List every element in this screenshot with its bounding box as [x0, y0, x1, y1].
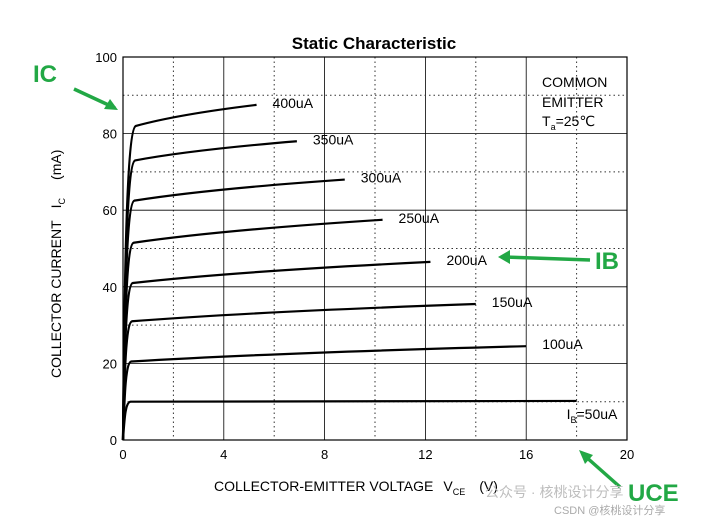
x-tick-label: 16	[519, 447, 533, 462]
condition-note: COMMON EMITTER Ta=25℃	[542, 74, 607, 132]
curve-label: 100uA	[542, 336, 583, 352]
curve-ib-5	[121, 218, 383, 441]
y-tick-label: 40	[103, 280, 117, 295]
curve-label: 300uA	[361, 170, 402, 186]
ib-arrowhead	[498, 250, 510, 264]
annotations: IC IB UCE	[33, 61, 679, 507]
curve-label: 400uA	[273, 95, 314, 111]
x-tick-label: 12	[418, 447, 432, 462]
chart-title: Static Characteristic	[292, 34, 456, 53]
y-axis-unit: (mA)	[48, 150, 64, 180]
curve-label: 200uA	[446, 252, 487, 268]
watermark-line-1: 公众号 · 核桃设计分享	[485, 484, 623, 500]
y-tick-labels: 0 20 40 60 80 100	[95, 50, 117, 448]
curve-label: 250uA	[399, 210, 440, 226]
uce-arrowhead	[579, 450, 593, 464]
x-axis-subscript: CE	[453, 487, 466, 497]
plot-frame	[122, 56, 628, 441]
y-axis-label: COLLECTOR CURRENT	[48, 220, 64, 378]
watermark-line-2: CSDN @核桃设计分享	[554, 503, 665, 517]
curve-ib-1	[121, 399, 577, 441]
curve-labels: IB=50uA 100uA 150uA 200uA 250uA 300uA 350uA 400…	[273, 95, 618, 425]
x-tick-label: 20	[620, 447, 634, 462]
y-tick-label: 0	[110, 433, 117, 448]
x-tick-label: 0	[119, 447, 126, 462]
curve-ib-3	[121, 302, 476, 441]
x-tick-label: 8	[321, 447, 328, 462]
curve-ib-8	[121, 103, 257, 441]
ic-annotation: IC	[33, 61, 57, 88]
x-axis-unit: (V)	[479, 478, 498, 494]
y-axis-title: COLLECTOR CURRENT IC (mA)	[48, 150, 67, 378]
y-tick-label: 80	[103, 127, 117, 142]
x-tick-labels: 0 4 8 12 16 20	[119, 447, 634, 462]
note-rest: =25℃	[556, 113, 595, 129]
ic-arrowhead	[104, 99, 118, 110]
grid	[123, 57, 627, 440]
curve-label: 350uA	[313, 131, 354, 147]
note-line-2: EMITTER	[542, 94, 603, 110]
note-sub: a	[551, 122, 556, 132]
x-tick-label: 4	[220, 447, 227, 462]
x-axis-label: COLLECTOR-EMITTER VOLTAGE	[214, 478, 433, 494]
x-axis-title: COLLECTOR-EMITTER VOLTAGE VCE (V)	[214, 478, 498, 497]
ib-arrow	[505, 255, 591, 262]
y-tick-label: 20	[103, 356, 117, 371]
uce-arrow	[583, 454, 622, 489]
uce-annotation: UCE	[628, 480, 679, 507]
curve-label: IB=50uA	[567, 406, 618, 425]
ib-annotation: IB	[595, 248, 619, 275]
note-line-3: Ta=25℃	[542, 113, 595, 132]
y-tick-label: 100	[95, 50, 117, 65]
y-tick-label: 60	[103, 203, 117, 218]
x-axis-symbol: V	[443, 478, 453, 494]
y-axis-subscript: C	[57, 197, 67, 204]
note-line-1: COMMON	[542, 74, 607, 90]
curve-label: 150uA	[492, 294, 533, 310]
note-symbol: T	[542, 113, 551, 129]
curves	[121, 103, 577, 441]
y-axis-symbol: I	[48, 204, 64, 208]
